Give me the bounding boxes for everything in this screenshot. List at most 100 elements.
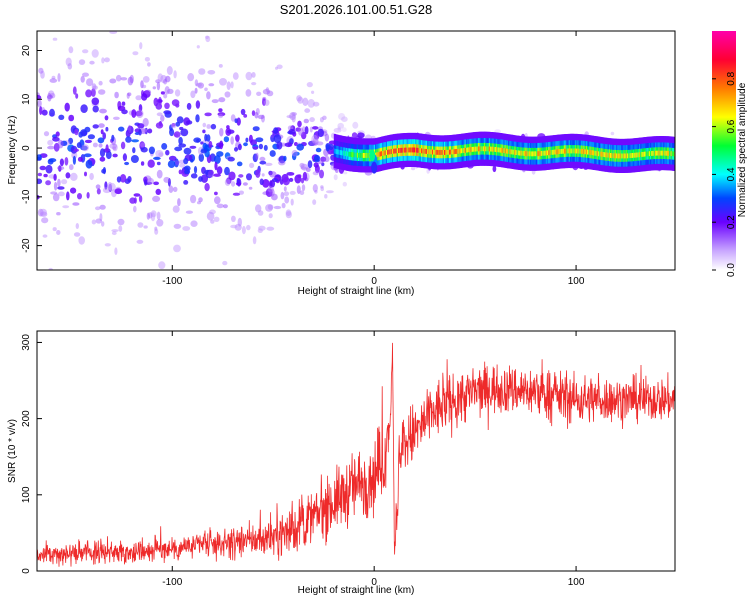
spectrogram-cell — [200, 149, 208, 154]
spectrogram-cell — [176, 116, 184, 124]
spectrogram-cell — [83, 153, 92, 158]
spectrogram-band-cell — [367, 153, 370, 158]
spectrogram-band-cell — [406, 147, 409, 153]
spectrogram-band-cell — [650, 151, 653, 156]
spectrogram-cell — [85, 159, 93, 169]
spectrogram-band-cell — [433, 149, 436, 155]
spectrogram-band-cell — [543, 150, 546, 156]
spectrogram-cell — [165, 75, 171, 83]
spectrogram-cell — [180, 128, 189, 137]
spectrogram-band-cell — [411, 147, 414, 153]
spectrogram-cell — [193, 166, 198, 174]
spectrogram-band-cell — [505, 148, 508, 154]
spectrogram-cell — [95, 206, 101, 211]
spectrogram-band-cell — [451, 149, 454, 155]
spectrogram-band-cell — [359, 152, 362, 158]
spectrogram-cell — [262, 179, 270, 188]
spectrogram-band-cell — [595, 150, 598, 156]
spectrogram-band-cell — [461, 148, 464, 154]
spectrogram-band-cell — [629, 153, 632, 159]
spectrogram-band-cell — [387, 149, 390, 155]
spectrogram-cell — [164, 102, 170, 110]
spectrogram-band-cell — [407, 147, 410, 153]
spectrogram-band-cell — [399, 148, 402, 153]
spectrogram-cell — [234, 118, 238, 123]
spectrogram-cell — [266, 90, 274, 97]
spectrogram-band-cell — [490, 146, 493, 152]
spectrogram-cell — [273, 134, 282, 144]
spectrogram-cell — [73, 232, 81, 237]
spectrogram-band-cell — [419, 148, 422, 154]
spectrogram-cell — [47, 145, 55, 150]
spectrogram-cell — [174, 146, 183, 152]
spectrogram-cell — [57, 166, 65, 171]
spectrogram-band-cell — [547, 150, 550, 156]
spectrogram-cell — [222, 260, 228, 266]
spectrogram-cell — [160, 91, 165, 95]
spectrogram-cell — [198, 153, 204, 162]
snr-series-line — [37, 342, 675, 567]
snr-x-axis-label: Height of straight line (km) — [298, 585, 415, 596]
spectrogram-cell — [153, 156, 161, 160]
spectrogram-cell — [39, 106, 43, 115]
spectrogram-cell — [167, 160, 176, 169]
spectrogram-cell — [127, 124, 132, 134]
spectrogram-cell — [290, 198, 294, 206]
spectrogram-band-cell — [434, 149, 437, 155]
spectrogram-band-cell — [337, 149, 340, 155]
spectrogram-cell — [52, 193, 60, 202]
spectrogram-band-cell — [428, 149, 431, 155]
spectrogram-cell — [115, 74, 122, 82]
spectrogram-cell — [48, 267, 54, 270]
spectrogram-band-cell — [410, 147, 413, 153]
spectrogram-band-cell — [528, 151, 531, 157]
snr-background — [37, 331, 675, 571]
spectrogram-cell — [411, 166, 416, 171]
spectrogram-band-cell — [521, 150, 524, 156]
spectrogram-cell — [276, 141, 283, 150]
spectrogram-band-cell — [537, 151, 540, 157]
spectrogram-cell — [342, 171, 348, 175]
spectrogram-band-cell — [335, 148, 338, 154]
colorbar-tick-label: 0.8 — [726, 71, 737, 85]
spectrogram-cell — [289, 190, 296, 195]
snr-y-tick-label: 0 — [21, 568, 32, 574]
spectrogram-band-cell — [671, 151, 674, 157]
spectrogram-band-cell — [577, 148, 580, 154]
spectrogram-cell — [219, 140, 224, 150]
spectrogram-cell — [105, 126, 109, 132]
spectrogram-cell — [118, 225, 123, 232]
spectrogram-band-cell — [608, 152, 611, 158]
spectrogram-cell — [69, 164, 74, 171]
spectrogram-cell — [43, 131, 50, 137]
spectrogram-cell — [309, 117, 315, 123]
spectrogram-cell — [77, 193, 82, 200]
spectrogram-cell — [248, 186, 253, 190]
spectrogram-y-tick-label: -10 — [21, 189, 32, 204]
spectrogram-cell — [206, 211, 215, 221]
spectrogram-cell — [245, 89, 252, 97]
spectrogram-cell — [218, 113, 224, 119]
spectrogram-cell — [39, 165, 47, 171]
spectrogram-band-cell — [602, 152, 605, 157]
spectrogram-band-cell — [482, 146, 485, 152]
spectrogram-cell — [140, 146, 148, 153]
spectrogram-cell — [144, 57, 150, 62]
spectrogram-cell — [98, 143, 103, 148]
spectrogram-band-cell — [572, 148, 575, 154]
spectrogram-cell — [52, 37, 58, 41]
spectrogram-cell — [323, 155, 330, 163]
spectrogram-cell — [111, 134, 115, 142]
spectrogram-cell — [232, 192, 241, 196]
spectrogram-cell — [113, 116, 120, 121]
spectrogram-band-cell — [656, 150, 659, 156]
spectrogram-cell — [112, 143, 118, 152]
colorbar-tick-label: 0.4 — [726, 167, 737, 181]
spectrogram-cell — [210, 123, 217, 130]
spectrogram-cell — [302, 97, 309, 107]
spectrogram-cell — [140, 142, 146, 148]
snr-y-tick-label: 100 — [21, 486, 32, 503]
spectrogram-band-cell — [607, 152, 610, 158]
spectrogram-cell — [178, 143, 187, 148]
spectrogram-cell — [492, 165, 497, 173]
